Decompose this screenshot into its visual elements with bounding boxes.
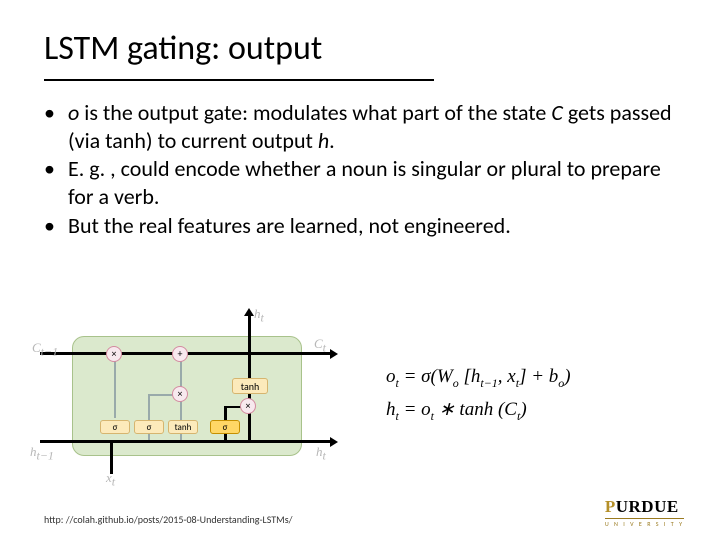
purdue-logo: PURDUE U N I V E R S I T Y: [605, 497, 684, 528]
mul-icon: ×: [106, 346, 122, 362]
bullet-dot: •: [44, 99, 64, 155]
bullet-list: • o is the output gate: modulates what p…: [44, 99, 676, 240]
add-icon: +: [172, 346, 188, 362]
italic-c: C: [551, 99, 563, 126]
tanh-icon: tanh: [232, 378, 268, 394]
label-ht-top: ht: [254, 306, 264, 326]
slide-title: LSTM gating: output: [44, 28, 676, 69]
arrow-ht: [330, 437, 338, 447]
bullet-text: But the real features are learned, not e…: [64, 212, 676, 240]
lstm-diagram: × + × tanh × σ σ tanh σ Ct−1 Ct ht−1 ht …: [30, 322, 690, 482]
conn: [114, 354, 116, 418]
h-line: [40, 440, 332, 443]
bullet-dot: •: [44, 212, 64, 240]
bullet-dot: •: [44, 155, 64, 211]
bullet-3: • But the real features are learned, not…: [44, 212, 676, 240]
label-ht-1: ht−1: [30, 444, 54, 464]
arrow-ct: [330, 349, 338, 359]
tanh-icon: tanh: [168, 420, 198, 434]
equation-ot: ot = σ(Wo [ht−1, xt] + bo): [386, 366, 571, 391]
italic-h: h: [318, 127, 329, 154]
slide: LSTM gating: output • o is the output ga…: [0, 0, 720, 540]
sigma-icon: σ: [134, 420, 164, 434]
italic-o: o: [68, 99, 79, 126]
bullet-text: E. g. , could encode whether a noun is s…: [64, 155, 676, 211]
equation-ht: ht = ot ∗ tanh (Ct): [386, 398, 527, 424]
logo-subtext: U N I V E R S I T Y: [605, 518, 684, 528]
mul-icon: ×: [172, 386, 188, 402]
label-ht-right: ht: [316, 444, 326, 464]
mul-icon: ×: [240, 398, 256, 414]
sigma-icon: σ: [210, 420, 240, 434]
bullet-2: • E. g. , could encode whether a noun is…: [44, 155, 676, 211]
label-xt: xt: [106, 470, 115, 490]
bullet-text: o is the output gate: modulates what par…: [64, 99, 676, 155]
bullet-1: • o is the output gate: modulates what p…: [44, 99, 676, 155]
xt-line: [110, 440, 113, 474]
title-rule: [44, 79, 434, 81]
footer-citation: http: //colah.github.io/posts/2015-08-Un…: [44, 513, 292, 526]
label-ct: Ct: [314, 336, 326, 356]
label-ct-1: Ct−1: [32, 340, 58, 360]
logo-text: PURDUE: [605, 497, 684, 517]
sigma-icon: σ: [100, 420, 130, 434]
arrow-ht-up: [244, 308, 254, 316]
